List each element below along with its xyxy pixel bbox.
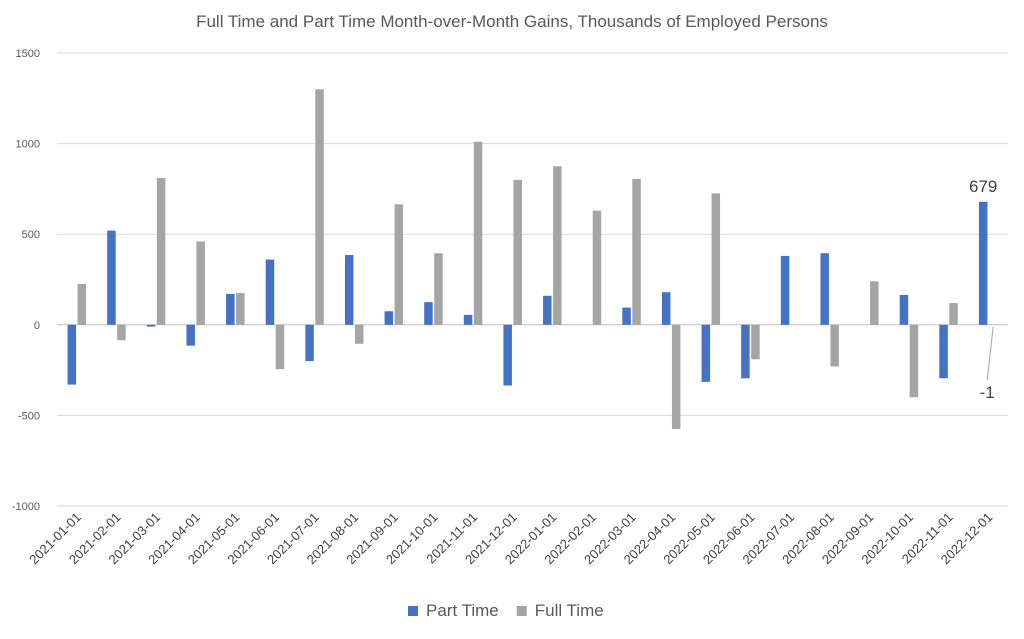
y-tick-label: -500: [18, 410, 40, 422]
bar-part-time: [741, 324, 750, 379]
bar-part-time: [978, 201, 988, 325]
bar-full-time: [77, 284, 87, 325]
gridlines: [57, 52, 1008, 507]
bar-part-time: [344, 255, 354, 325]
bar-part-time: [107, 230, 116, 325]
leader-line: [986, 326, 994, 380]
y-tick-label: 0: [34, 320, 40, 332]
data-labels: 679 -1: [969, 177, 997, 402]
legend-swatch: [516, 606, 527, 616]
bar-part-time: [899, 294, 909, 325]
data-label: -1: [980, 383, 995, 402]
legend: Part Time Full Time: [408, 601, 604, 620]
bar-full-time: [473, 141, 483, 325]
bar-part-time: [265, 259, 275, 325]
bar-full-time: [592, 210, 602, 325]
bar-full-time: [632, 178, 641, 325]
bar-part-time: [186, 324, 195, 346]
bar-part-time: [424, 302, 433, 325]
legend-label: Full Time: [535, 601, 604, 620]
y-tick-label: 1000: [16, 139, 40, 151]
bar-part-time: [939, 324, 948, 379]
legend-swatch: [408, 606, 418, 616]
legend-label: Part Time: [426, 601, 499, 620]
bar-part-time: [622, 307, 631, 325]
bar-part-time: [384, 311, 394, 325]
bar-part-time: [701, 324, 711, 382]
bar-full-time: [236, 293, 245, 325]
bar-part-time: [463, 314, 473, 325]
bar-full-time: [394, 204, 404, 325]
bar-full-time: [671, 324, 681, 429]
bar-full-time: [830, 324, 839, 367]
bar-full-time: [553, 166, 562, 325]
bar-full-time: [354, 324, 364, 344]
data-label: 679: [969, 177, 997, 196]
y-tick-label: -1000: [12, 501, 40, 513]
bar-full-time: [909, 324, 919, 398]
bar-full-time: [949, 303, 958, 325]
bar-full-time: [711, 193, 721, 325]
chart-title: Full Time and Part Time Month-over-Month…: [196, 12, 828, 31]
bar-part-time: [226, 293, 235, 325]
bar-part-time: [661, 292, 671, 325]
bar-part-time: [543, 295, 552, 325]
bars: [67, 89, 998, 429]
bar-full-time: [315, 89, 324, 325]
bar-part-time: [820, 253, 829, 325]
bar-part-time: [146, 324, 156, 327]
bar-part-time: [503, 324, 512, 386]
bar-full-time: [434, 253, 443, 325]
bar-full-time: [156, 178, 166, 325]
x-axis-ticks: 2021-01-012021-02-012021-03-012021-04-01…: [26, 510, 995, 568]
y-tick-label: 1500: [16, 48, 40, 60]
bar-full-time: [751, 324, 760, 360]
bar-full-time: [275, 324, 285, 370]
bar-full-time: [117, 324, 126, 341]
y-axis-ticks: 1500 1000 500 0 -500 -1000: [12, 48, 40, 513]
y-tick-label: 500: [22, 229, 40, 241]
bar-part-time: [305, 324, 314, 362]
bar-full-time: [196, 241, 205, 325]
bar-full-time: [870, 281, 879, 325]
bar-full-time: [513, 179, 522, 325]
bar-part-time: [67, 324, 77, 385]
bar-part-time: [780, 255, 790, 325]
